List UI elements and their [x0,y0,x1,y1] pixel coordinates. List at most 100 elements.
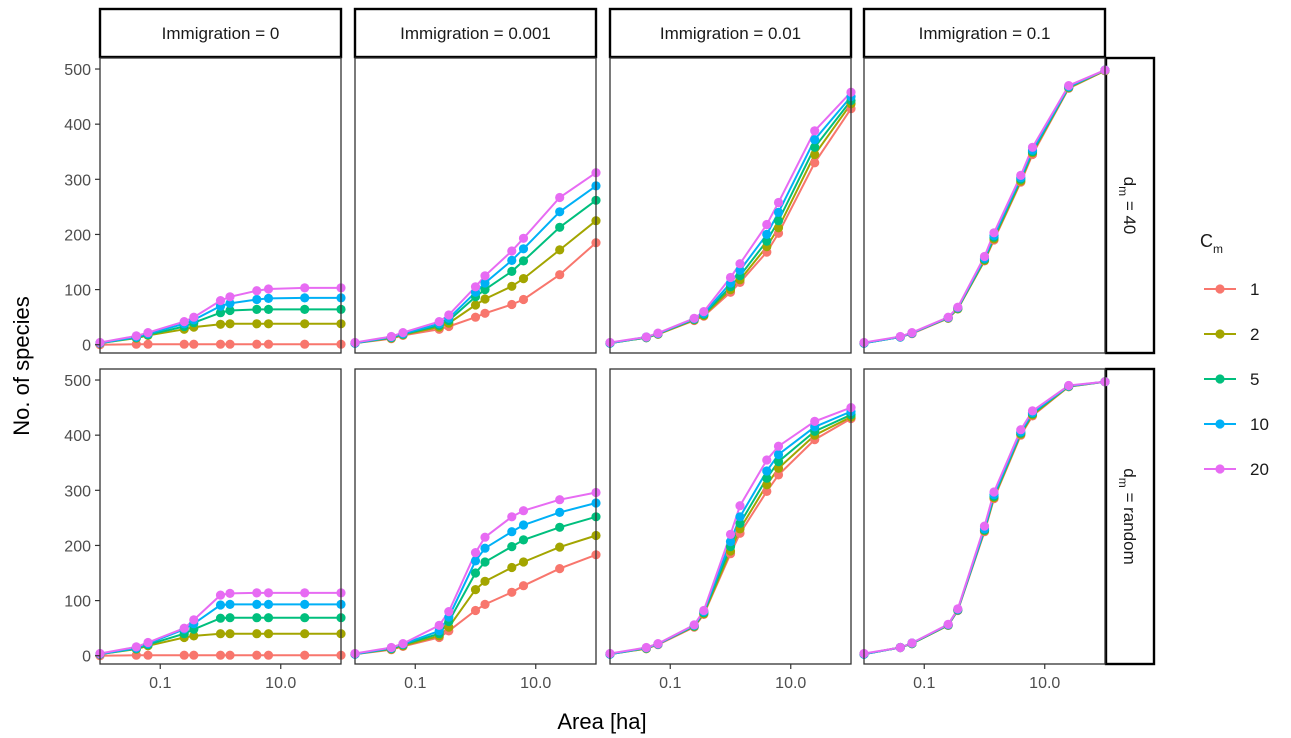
data-point-20 [398,639,408,649]
data-point-2 [252,319,262,329]
data-point-20 [263,284,274,294]
data-point-10 [480,543,490,553]
y-tick-label: 0 [82,338,91,355]
column-strip-label-3: Immigration = 0.1 [919,24,1051,43]
data-point-1 [143,650,153,660]
data-point-2 [480,576,490,586]
data-point-10 [252,599,262,610]
data-point-2 [555,245,565,255]
data-point-5 [480,285,490,295]
data-point-20 [735,259,745,269]
data-point-5 [300,613,310,623]
panel-r1-c2 [605,368,856,665]
data-point-20 [263,588,274,598]
row-strip-label-subscript: m [1116,186,1130,196]
data-point-1 [263,650,274,660]
data-point-5 [480,557,490,567]
column-strips: Immigration = 0 Immigration = 0.001 Immigr… [98,7,1107,59]
data-point-5 [300,304,310,314]
panel-r1-c0 [95,368,346,665]
panel-border [863,57,1106,354]
series-line-20 [863,380,1106,655]
legend-key-point-10 [1215,419,1225,429]
data-point-10 [735,512,745,522]
data-point-20 [507,512,517,522]
data-point-2 [189,631,199,641]
data-point-20 [398,328,408,338]
data-point-20 [300,283,310,293]
x-tick-label: 10.0 [520,675,551,692]
data-point-5 [507,542,517,552]
data-point-20 [895,331,905,342]
data-point-5 [263,613,274,623]
data-point-20 [189,312,199,322]
series-line-5 [863,69,1106,345]
data-point-1 [507,299,517,310]
data-point-20 [555,192,565,203]
data-point-20 [773,441,784,451]
data-point-10 [225,298,235,308]
panel-border [99,57,342,354]
data-point-20 [653,639,663,649]
data-point-1 [507,587,517,597]
data-point-1 [810,158,820,168]
data-point-20 [773,197,784,208]
data-point-10 [225,599,235,610]
data-point-1 [263,339,274,349]
data-point-20 [470,548,481,558]
data-point-2 [507,562,517,573]
data-point-20 [689,620,699,630]
panel-r0-c3 [859,57,1110,354]
y-tick-label: 300 [64,483,91,500]
data-point-20 [131,331,141,341]
legend-label-1: 1 [1250,280,1259,299]
data-point-5 [518,256,529,266]
column-strip-label-1: Immigration = 0.001 [400,24,551,43]
data-point-5 [555,522,565,532]
data-point-20 [225,292,235,302]
data-point-10 [725,537,736,547]
column-strip-1 [353,7,598,59]
data-point-2 [263,319,274,329]
data-point-20 [943,312,953,322]
data-point-20 [1027,142,1038,152]
data-point-1 [470,312,481,322]
data-point-1 [215,650,226,660]
data-point-20 [699,307,709,317]
data-point-1 [518,294,529,305]
data-point-20 [641,332,651,342]
y-tick-label: 500 [64,62,91,79]
data-point-10 [762,229,772,239]
data-point-10 [480,278,490,288]
data-point-1 [762,486,772,496]
panel-r0-c2 [605,57,856,354]
y-tick-label: 0 [82,649,91,666]
data-point-2 [300,319,310,329]
column-strip-label-0: Immigration = 0 [162,24,280,43]
data-point-2 [480,294,490,304]
data-point-5 [252,304,262,314]
y-tick-label: 400 [64,117,91,134]
data-point-10 [507,527,517,537]
data-point-20 [762,455,772,465]
data-point-20 [653,328,663,338]
data-point-1 [179,339,189,349]
data-point-5 [225,613,235,623]
data-point-2 [810,149,820,160]
row-strip-0 [1104,56,1156,355]
data-point-10 [555,207,565,217]
data-point-20 [1016,170,1026,180]
data-point-1 [300,650,310,660]
data-point-20 [143,637,153,648]
data-point-20 [689,313,699,323]
panel-r1-c1 [350,368,601,665]
series-line-2 [863,380,1106,656]
data-point-10 [518,520,529,530]
data-point-2 [215,319,226,329]
data-point-20 [131,642,141,652]
data-point-20 [555,495,565,505]
panel-border [609,57,852,354]
data-point-20 [725,529,736,540]
data-point-10 [470,556,481,566]
